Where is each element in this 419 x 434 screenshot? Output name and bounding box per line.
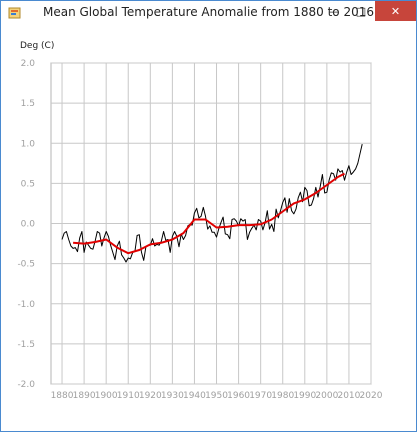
y-tick-label: -1.5 bbox=[17, 340, 35, 350]
y-tick-label: 2.0 bbox=[21, 59, 36, 69]
y-tick-label: 1.5 bbox=[21, 99, 35, 109]
maximize-button[interactable]: □ bbox=[355, 4, 367, 18]
x-tick-label: 1890 bbox=[73, 391, 96, 401]
close-button[interactable]: ✕ bbox=[375, 1, 416, 21]
x-tick-label: 1880 bbox=[51, 391, 74, 401]
chart-panel: Deg (C) 1880 1890 1900 1910 1920 1930 1940 1950… bbox=[1, 27, 416, 431]
x-tick-label: 2000 bbox=[315, 391, 338, 401]
x-tick-label: 1950 bbox=[205, 391, 228, 401]
smoothed-trend-line bbox=[73, 172, 345, 255]
x-tick-label: 1970 bbox=[249, 391, 272, 401]
x-tick-label: 1920 bbox=[139, 391, 162, 401]
x-tick-label: 1900 bbox=[95, 391, 118, 401]
temperature-chart: Deg (C) 1880 1890 1900 1910 1920 1930 1940 1950… bbox=[17, 41, 382, 401]
x-tick-label: 2020 bbox=[360, 391, 383, 401]
x-tick-label: 1910 bbox=[117, 391, 140, 401]
x-tick-label: 1990 bbox=[293, 391, 316, 401]
y-tick-label: -1.0 bbox=[17, 300, 35, 310]
minimize-button[interactable]: — bbox=[328, 4, 340, 18]
y-tick-label: -2.0 bbox=[17, 380, 35, 390]
x-tick-label: 1980 bbox=[271, 391, 294, 401]
y-tick-label: -0.5 bbox=[17, 260, 35, 270]
x-tick-label: 1930 bbox=[161, 391, 184, 401]
title-bar[interactable]: Mean Global Temperature Anomalie from 18… bbox=[1, 1, 416, 28]
annual-anomaly-line bbox=[61, 143, 363, 263]
java-app-icon bbox=[8, 7, 21, 19]
y-tick-label: 0.0 bbox=[21, 220, 36, 230]
y-tick-label: 1.0 bbox=[21, 139, 36, 149]
axis-ticks: 1880 1890 1900 1910 1920 1930 1940 1950 1960 1970… bbox=[17, 59, 382, 401]
grid bbox=[50, 62, 372, 385]
series-lines bbox=[61, 143, 363, 263]
x-tick-label: 1940 bbox=[183, 391, 206, 401]
window-title: Mean Global Temperature Anomalie from 18… bbox=[43, 5, 374, 19]
y-tick-label: 0.5 bbox=[21, 179, 35, 189]
y-axis-label: Deg (C) bbox=[20, 41, 54, 51]
x-tick-label: 2010 bbox=[337, 391, 360, 401]
x-tick-label: 1960 bbox=[227, 391, 250, 401]
